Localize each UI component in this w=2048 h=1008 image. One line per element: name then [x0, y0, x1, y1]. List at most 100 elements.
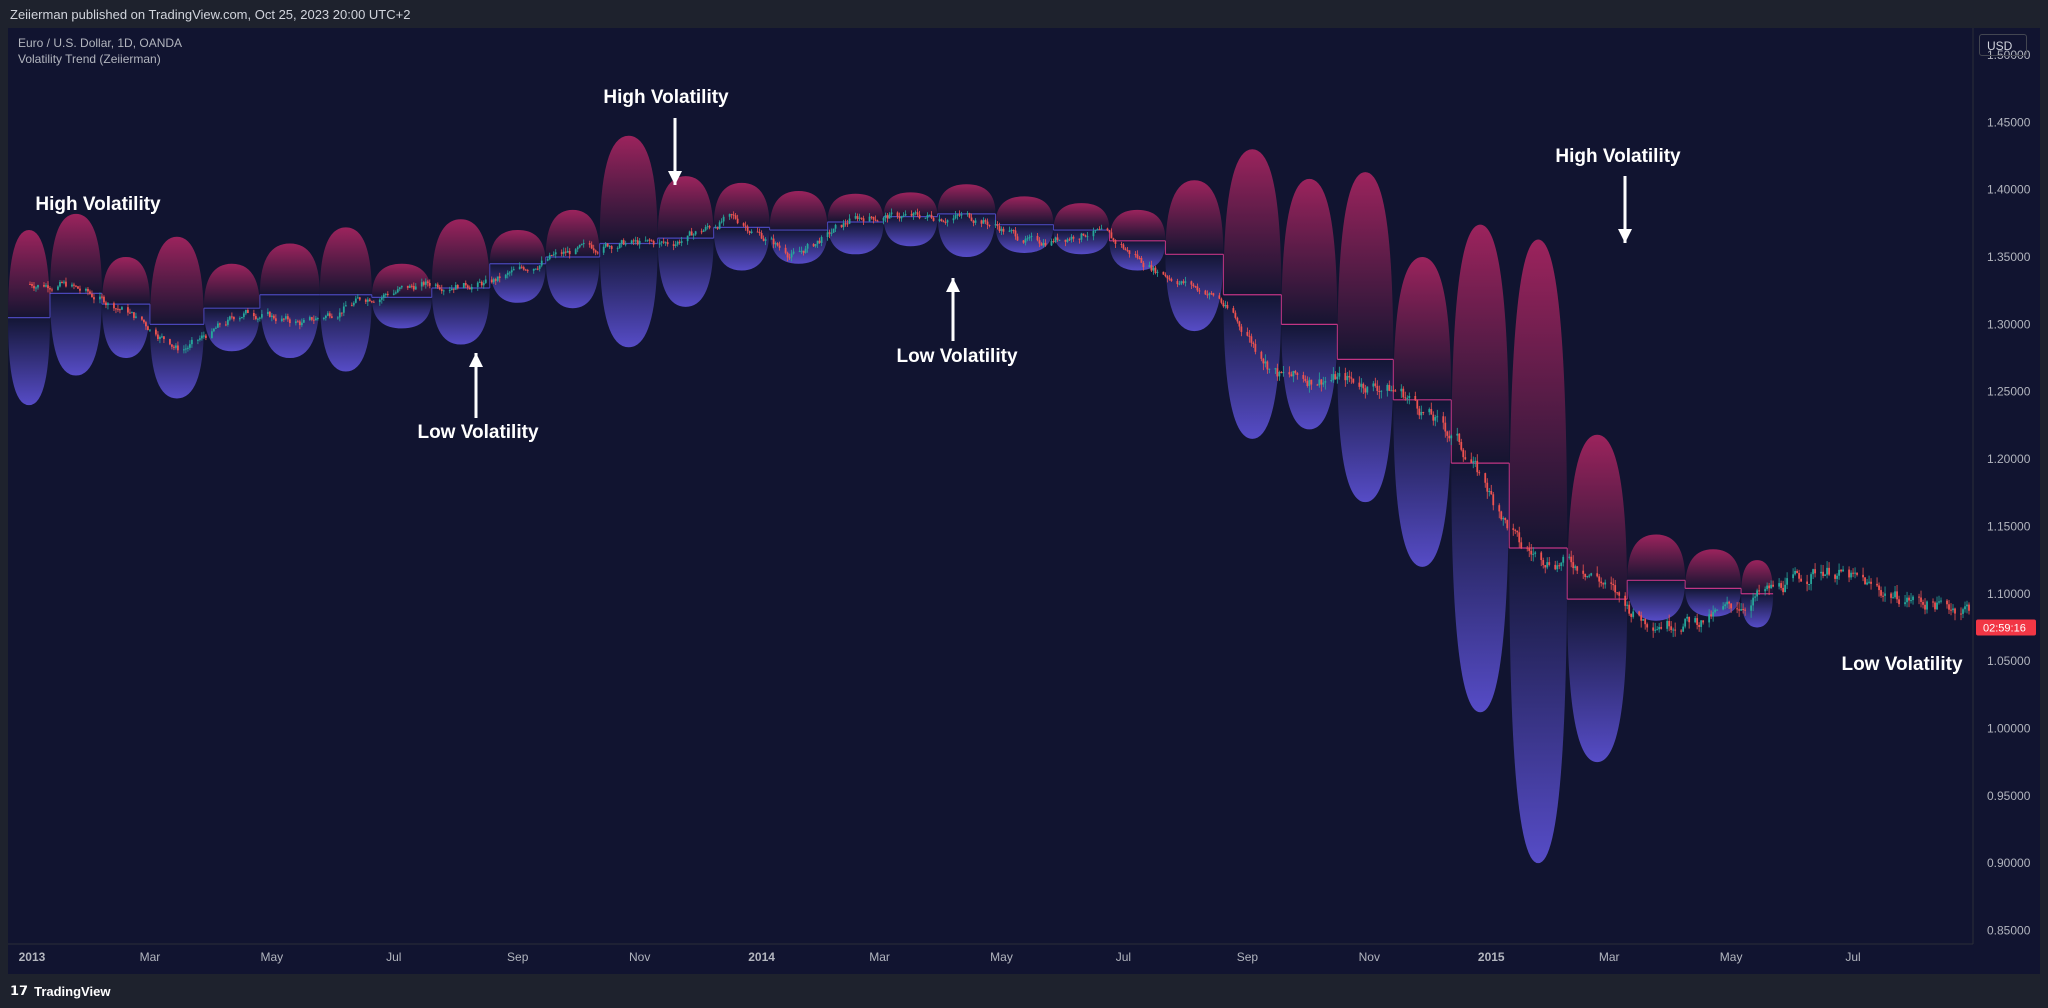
indicator-legend[interactable]: Volatility Trend (Zeiierman): [18, 52, 161, 66]
candle: [448, 286, 451, 294]
candle: [260, 309, 263, 320]
candle: [340, 312, 343, 317]
candle: [1954, 607, 1956, 621]
candle: [1778, 578, 1780, 590]
candle: [858, 213, 861, 221]
candle: [240, 316, 243, 319]
volatility-lower-band: [203, 308, 260, 352]
symbol-legend[interactable]: Euro / U.S. Dollar, 1D, OANDA: [18, 36, 183, 50]
currency-button[interactable]: USD: [1979, 34, 2027, 56]
candle: [932, 216, 935, 222]
candle: [1226, 301, 1229, 310]
candle: [568, 248, 571, 259]
candle: [506, 270, 509, 279]
candle: [800, 246, 803, 255]
candle: [1814, 563, 1816, 578]
candle: [1366, 386, 1369, 395]
candle: [1848, 566, 1850, 583]
candle: [1350, 371, 1353, 384]
price-axis[interactable]: 1.50000 1.45000 1.40000 1.35000 1.30000 1.250…: [1972, 28, 2031, 944]
candle: [1044, 239, 1047, 247]
candle: [688, 230, 691, 237]
candle: [966, 211, 969, 217]
candle: [534, 268, 537, 270]
candle: [1742, 603, 1745, 614]
candle: [1836, 573, 1838, 585]
candle: [43, 282, 45, 288]
candle: [730, 213, 733, 219]
candle: [382, 292, 385, 301]
candle: [113, 301, 115, 311]
candle: [770, 236, 773, 240]
candle: [47, 281, 49, 293]
candle: [938, 214, 941, 223]
candle: [896, 211, 899, 219]
candles: [29, 208, 1970, 638]
candle: [1518, 526, 1521, 548]
candle: [540, 256, 543, 268]
candle: [1568, 553, 1571, 560]
time-tick-label: Sep: [1237, 950, 1259, 964]
candle: [1318, 372, 1321, 388]
tradingview-brand[interactable]: 𝟭𝟳 TradingView: [10, 983, 110, 999]
candle: [294, 319, 297, 326]
time-axis[interactable]: 2013 Mar May Jul Sep Nov 2014 Mar May Jul Sep Nov 20…: [8, 943, 1973, 964]
candle: [187, 345, 189, 352]
candle: [1140, 256, 1143, 263]
candle: [494, 277, 497, 285]
candle: [970, 213, 973, 222]
candle: [956, 213, 959, 220]
candle: [1560, 562, 1563, 571]
candle: [199, 335, 201, 342]
candle: [1526, 545, 1529, 552]
candle: [1402, 386, 1405, 399]
volatility-lower-band: [1567, 599, 1628, 763]
candle: [1870, 578, 1872, 590]
volatility-upper-band: [1451, 224, 1510, 464]
candle: [135, 312, 137, 319]
candle: [314, 316, 317, 321]
candle: [1432, 411, 1435, 426]
candle: [564, 247, 567, 256]
candle: [1196, 283, 1199, 293]
candle: [312, 315, 315, 324]
candle: [242, 311, 245, 320]
candle: [101, 293, 103, 300]
candle: [1208, 292, 1211, 300]
candle: [1422, 411, 1425, 416]
annotation-label: High Volatility: [603, 87, 729, 108]
candle: [322, 316, 325, 321]
candle: [173, 345, 175, 351]
candle: [622, 238, 625, 246]
candle: [576, 246, 579, 253]
candle: [930, 211, 933, 220]
candle: [316, 317, 319, 321]
candle: [1950, 603, 1952, 616]
candle: [900, 215, 903, 222]
price-tick-label: 1.35000: [1987, 250, 2031, 264]
candle: [1682, 623, 1685, 633]
volatility-lower-band: [657, 238, 714, 307]
chart-frame[interactable]: 1.50000 1.45000 1.40000 1.35000 1.30000 1.250…: [8, 28, 2040, 974]
candle: [400, 285, 403, 290]
volatility-lower-band: [149, 324, 204, 399]
last-price-badge: 02:59:16: [1976, 619, 2036, 636]
candle: [1070, 234, 1073, 243]
candle: [1932, 598, 1934, 608]
candle: [1962, 607, 1964, 618]
candle: [1966, 600, 1968, 614]
candle: [1584, 573, 1587, 581]
candle: [610, 245, 613, 254]
candle: [1198, 287, 1201, 295]
candle: [1782, 580, 1784, 596]
candle: [1644, 618, 1647, 630]
price-chart[interactable]: 1.50000 1.45000 1.40000 1.35000 1.30000 1.250…: [8, 28, 2040, 974]
candle: [1250, 333, 1253, 347]
candle: [944, 218, 947, 225]
candle: [212, 327, 215, 333]
candle: [1180, 280, 1183, 286]
candle: [1184, 276, 1187, 287]
candle: [592, 244, 595, 254]
volatility-upper-band: [1393, 257, 1452, 400]
candle: [872, 216, 875, 224]
